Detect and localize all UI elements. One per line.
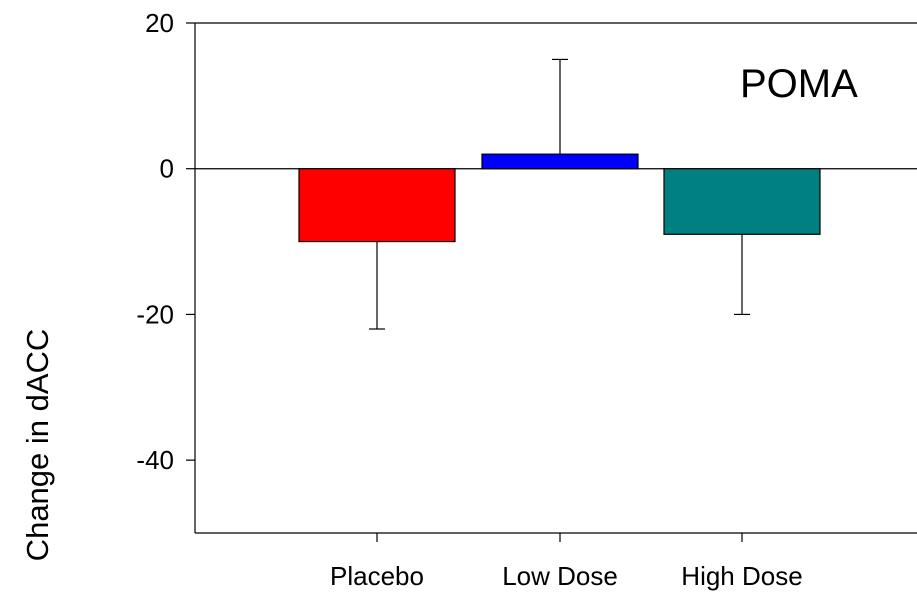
bars-group bbox=[298, 153, 821, 243]
x-tick-label: Low Dose bbox=[502, 561, 618, 591]
x-tick-label: High Dose bbox=[681, 561, 802, 591]
y-tick-label: 0 bbox=[160, 154, 174, 184]
error-bars-group bbox=[369, 58, 750, 330]
y-axis-ticks: 20 0 -20 -40 bbox=[136, 8, 195, 475]
bar bbox=[298, 168, 456, 243]
y-tick-label: -20 bbox=[136, 299, 174, 329]
y-tick-label: -40 bbox=[136, 445, 174, 475]
chart-annotation: POMA bbox=[740, 62, 858, 106]
x-axis-ticks: Placebo Low Dose High Dose bbox=[330, 533, 803, 591]
y-tick-label: 20 bbox=[145, 8, 174, 38]
x-tick-label: Placebo bbox=[330, 561, 424, 591]
y-axis-title: Change in dACC bbox=[20, 329, 55, 562]
bar bbox=[663, 168, 821, 235]
bar bbox=[481, 153, 639, 170]
